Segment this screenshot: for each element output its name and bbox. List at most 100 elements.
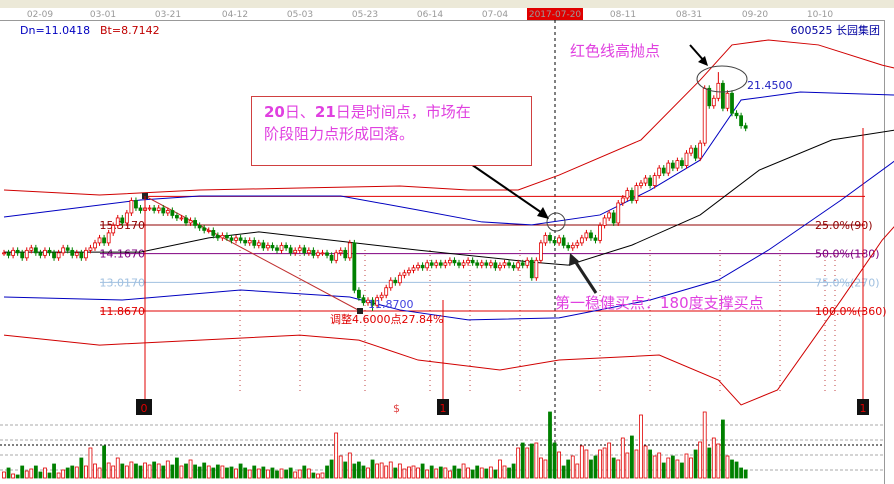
volume-bar	[630, 435, 634, 479]
volume-bar	[325, 465, 329, 479]
volume-bar	[652, 455, 657, 479]
candle-body	[165, 210, 170, 214]
candle-body	[6, 252, 11, 256]
volume-bar	[293, 471, 298, 479]
marker-1a: 1	[440, 402, 447, 415]
candle-body	[470, 259, 475, 264]
marker-1a-box[interactable]	[437, 399, 449, 415]
candle-body	[666, 162, 671, 174]
candle-body	[243, 239, 248, 244]
candle-body	[534, 259, 539, 279]
volume-bar	[589, 459, 593, 479]
candle-body	[652, 175, 657, 186]
candle-body	[516, 262, 521, 269]
candle-body	[388, 279, 393, 289]
candle-body	[138, 207, 143, 211]
candle-body	[438, 262, 443, 266]
candle-body	[680, 160, 684, 166]
candle-body	[2, 252, 6, 255]
volume-bar	[643, 445, 648, 479]
date-tick: 04-12	[222, 10, 248, 20]
volume-bar	[716, 443, 721, 479]
candle-body	[725, 92, 730, 109]
volume-bar	[215, 464, 220, 479]
candle-body	[739, 115, 743, 127]
low-label: 11.8700	[368, 298, 414, 311]
volume-bar	[102, 445, 106, 479]
volume-bar	[507, 467, 511, 479]
volume-bar	[188, 459, 193, 479]
candle-body	[97, 237, 102, 244]
volume-bar	[311, 472, 316, 479]
volume-bar	[352, 463, 357, 479]
candle-body	[261, 242, 266, 249]
lower-red-line	[3, 226, 894, 406]
volume-bar	[666, 457, 671, 479]
volume-bar	[625, 452, 630, 479]
volume-bar	[88, 447, 93, 479]
bt-value: Bt=8.7142	[100, 24, 160, 37]
volume-bar	[84, 465, 88, 479]
candle-body	[593, 237, 598, 241]
volume-bar	[557, 451, 561, 479]
volume-bar	[684, 453, 689, 479]
volume-bar	[616, 459, 621, 479]
candle-body	[129, 200, 134, 214]
candle-body	[429, 262, 434, 266]
highlight-date-bg	[527, 8, 583, 20]
candle-body	[447, 259, 452, 264]
candle-body	[552, 239, 557, 244]
candle-body	[152, 207, 157, 211]
toolbar[interactable]	[0, 0, 894, 8]
volume-bar	[475, 465, 480, 479]
note-line-2: 阶段阻力点形成回落。	[264, 125, 415, 143]
candle-body	[502, 262, 507, 266]
volume-bar	[434, 468, 439, 479]
candle-body	[466, 259, 471, 264]
candle-body	[625, 190, 630, 199]
date-tick: 08-31	[676, 10, 702, 20]
candle-body	[174, 215, 179, 219]
volume-bar	[711, 437, 716, 479]
candle-body	[598, 225, 602, 241]
candle-body	[211, 230, 216, 236]
marker-1b-box[interactable]	[857, 399, 869, 415]
candle-body	[570, 244, 575, 249]
candle-body	[702, 87, 707, 144]
candle-body	[84, 249, 88, 259]
volume-bar	[579, 445, 584, 479]
candle-body	[584, 232, 589, 239]
volume-bar	[561, 465, 566, 479]
volume-bar	[379, 462, 384, 479]
volume-bar	[693, 449, 698, 479]
candle-body	[179, 217, 184, 220]
candle-body	[684, 152, 689, 166]
volume-bar	[721, 419, 725, 479]
date-tick: 2017-07-20	[529, 10, 582, 20]
end-marker[interactable]	[357, 308, 363, 314]
marker-0-box[interactable]	[136, 399, 152, 415]
upper-blue-line	[3, 91, 894, 226]
volume-bar	[120, 463, 125, 479]
volume-bar	[52, 463, 56, 479]
volume-bar	[457, 468, 461, 479]
candle-body	[375, 297, 380, 306]
time-arrow	[464, 159, 546, 216]
candle-body	[661, 167, 666, 174]
volume-bar	[470, 469, 475, 479]
note-text-b: 日是时间点，市场在	[335, 103, 471, 121]
candle-body	[711, 97, 716, 107]
volume-bar	[156, 463, 161, 479]
volume-bar	[520, 442, 525, 479]
volume-bar	[11, 473, 16, 479]
volume-bar	[525, 447, 530, 479]
candle-body	[238, 237, 243, 241]
candle-body	[124, 212, 129, 224]
candle-body	[52, 252, 56, 259]
candle-body	[134, 200, 138, 209]
candle-body	[479, 262, 484, 266]
level-left-label: 13.0170	[100, 276, 146, 289]
candle-body	[170, 210, 175, 216]
candle-body	[361, 297, 366, 304]
